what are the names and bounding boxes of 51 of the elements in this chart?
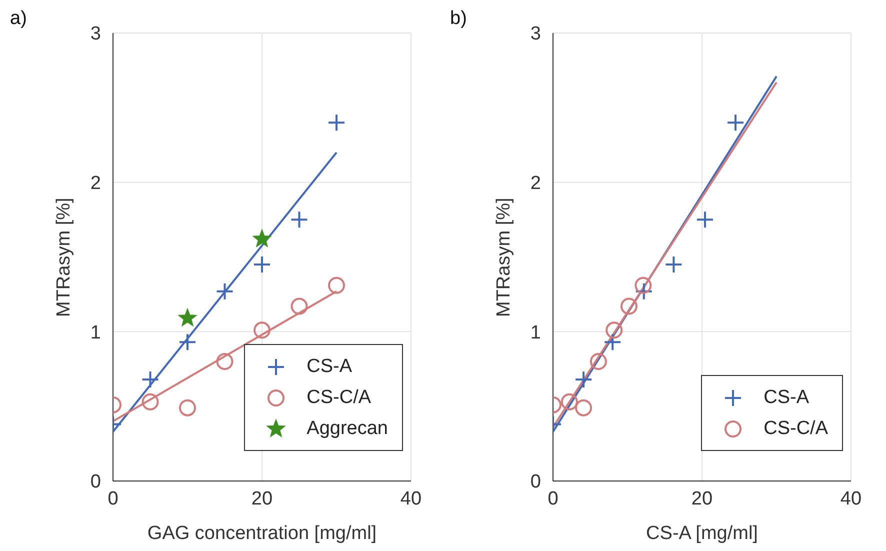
- point: [216, 282, 234, 300]
- point: [620, 298, 638, 315]
- y-axis-title: MTRasym [%]: [494, 198, 515, 317]
- y-tick-label: 0: [90, 472, 101, 493]
- point: [141, 370, 160, 388]
- point: [575, 399, 592, 416]
- legend-label: CS-A: [764, 386, 809, 408]
- point: [634, 282, 653, 300]
- point: [290, 210, 308, 229]
- point: [253, 255, 271, 274]
- text: b): [450, 8, 467, 30]
- legend-label: CS-A: [306, 356, 352, 378]
- y-tick-label: 1: [90, 322, 101, 344]
- x-tick-label: 0: [108, 488, 118, 510]
- point: [178, 308, 197, 326]
- point: [328, 276, 345, 294]
- x-axis-title: GAG concentration [mg/ml]: [147, 523, 377, 544]
- y-tick-label: 2: [530, 173, 541, 194]
- y-tick-label: 2: [90, 173, 101, 194]
- point: [634, 276, 652, 294]
- y-tick-label: 0: [530, 472, 541, 493]
- point: [726, 114, 745, 132]
- point: [574, 370, 593, 388]
- point: [664, 255, 683, 274]
- legend-label: CS-C/A: [306, 386, 372, 408]
- x-tick-label: 20: [251, 488, 273, 510]
- legend-label: CS-C/A: [764, 418, 828, 440]
- point: [696, 210, 714, 229]
- point: [216, 353, 234, 370]
- legend-label: Aggrecan: [306, 418, 388, 440]
- point: [142, 393, 159, 410]
- point: [560, 393, 578, 410]
- point: [328, 114, 346, 132]
- point: [590, 353, 607, 370]
- point: [179, 399, 196, 416]
- point: [604, 333, 622, 352]
- text: a): [10, 8, 27, 30]
- x-tick-label: 40: [400, 488, 422, 510]
- point: [290, 298, 308, 315]
- y-axis-title: MTRasym [%]: [54, 198, 75, 317]
- y-tick-label: 3: [530, 24, 541, 45]
- point: [254, 322, 270, 339]
- x-tick-label: 40: [840, 488, 862, 510]
- x-tick-label: 0: [548, 488, 558, 510]
- y-tick-label: 1: [530, 322, 541, 344]
- point: [252, 230, 272, 247]
- x-axis-title: CS-A [mg/ml]: [646, 523, 758, 544]
- y-tick-label: 3: [90, 24, 101, 45]
- point: [178, 333, 196, 352]
- x-tick-label: 20: [691, 488, 713, 510]
- point: [606, 322, 623, 339]
